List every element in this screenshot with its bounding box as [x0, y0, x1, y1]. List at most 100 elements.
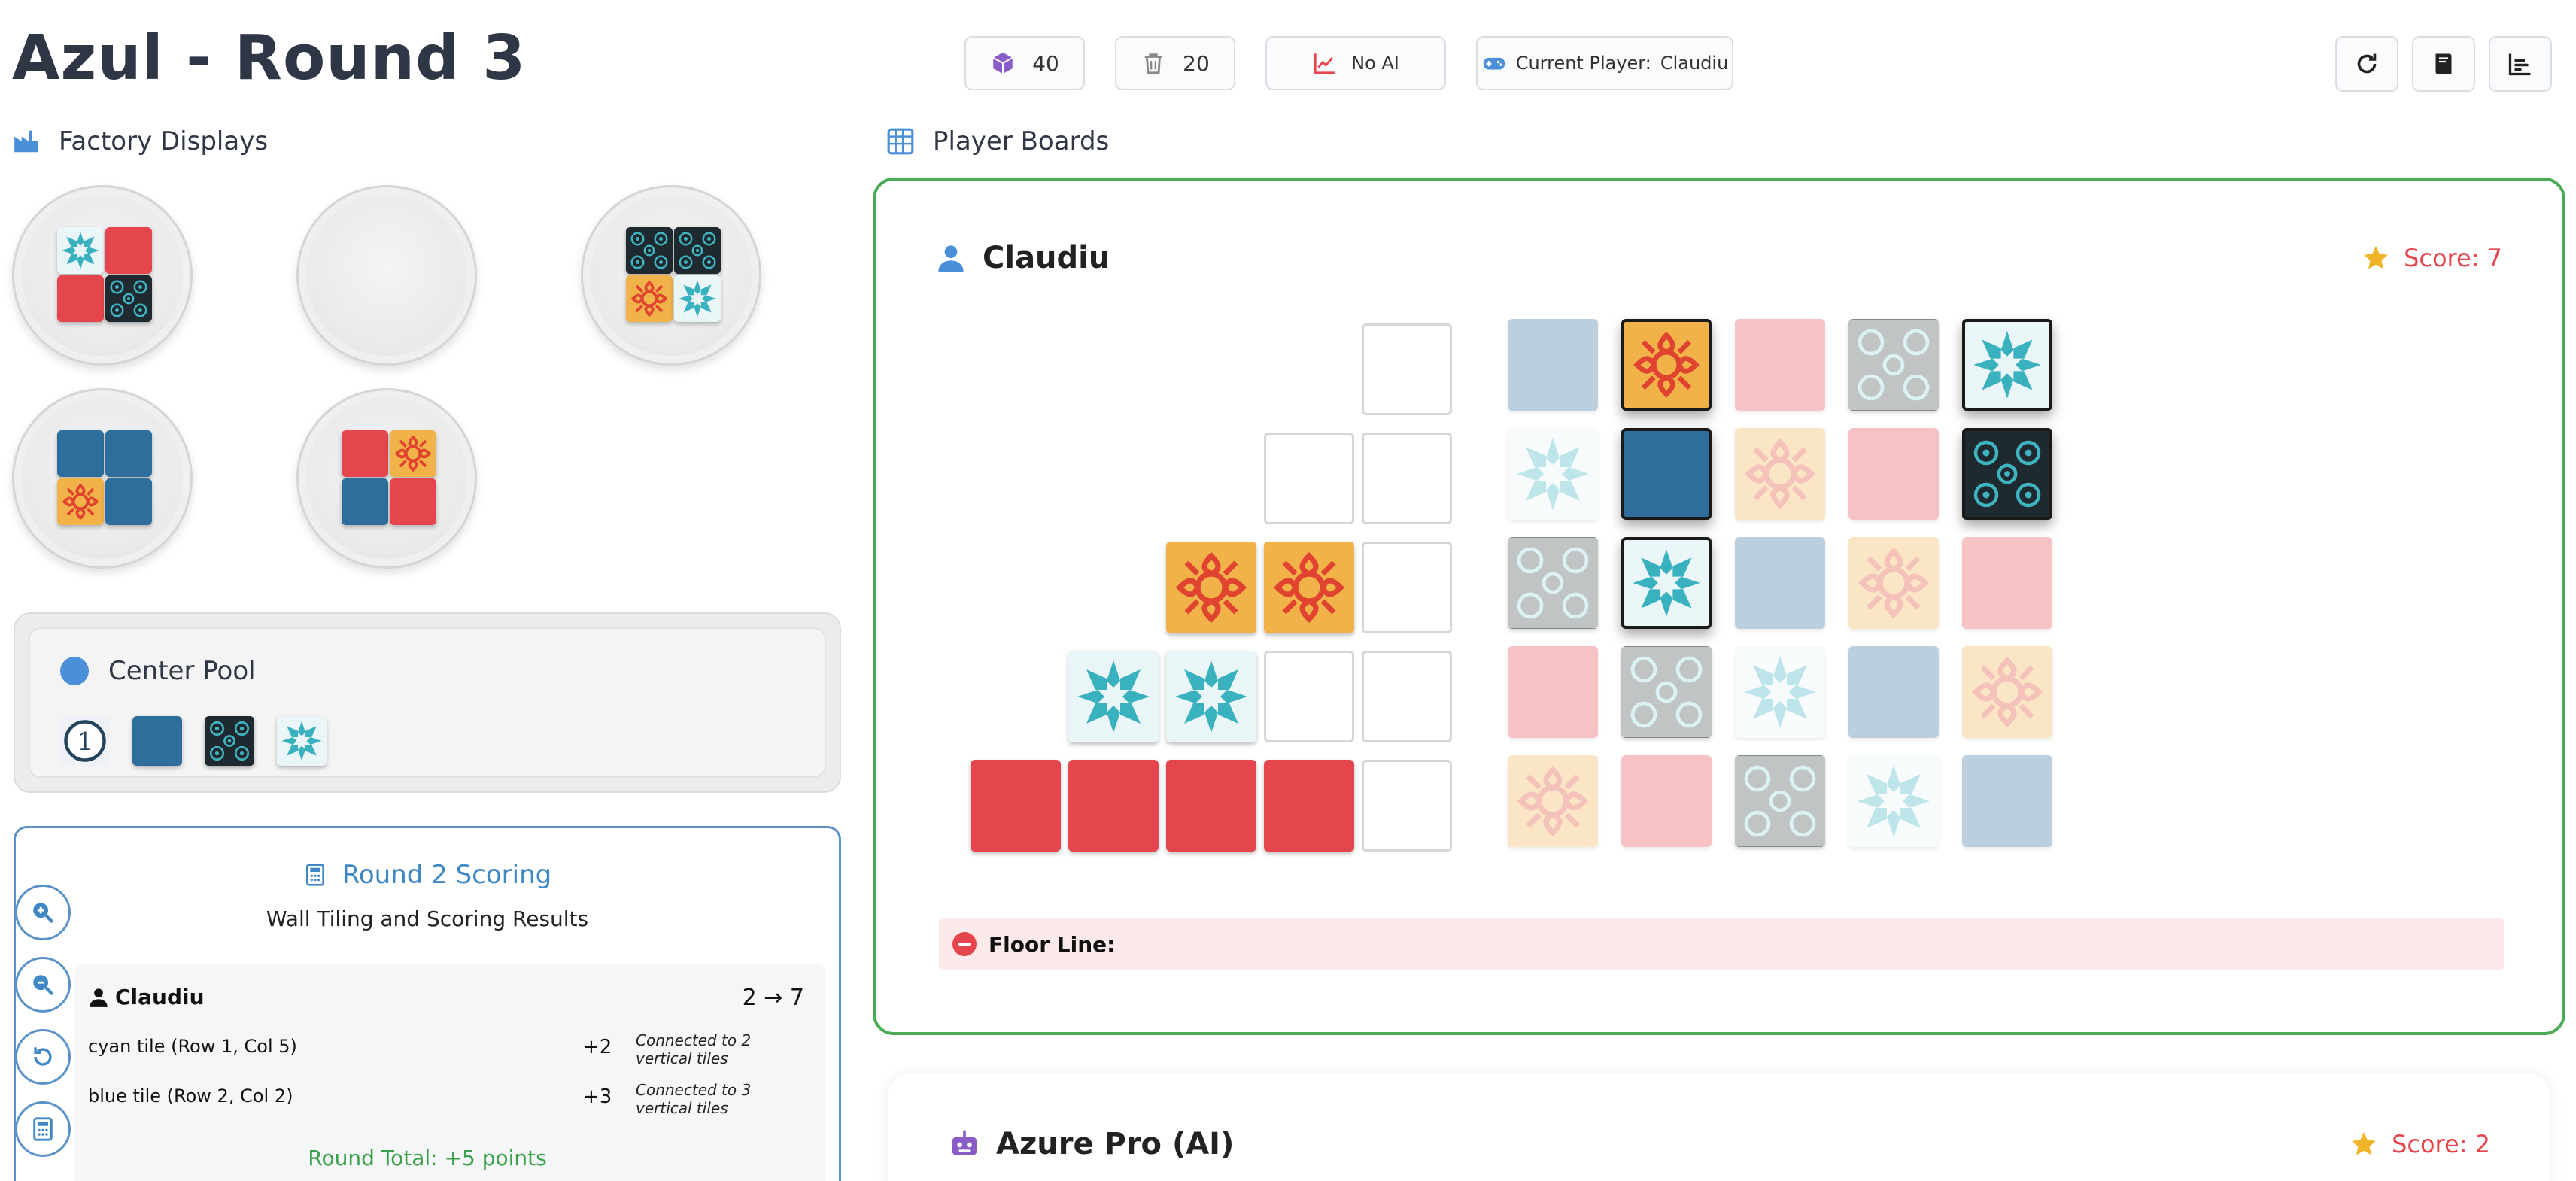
user-icon [90, 988, 108, 1007]
score-row-label: blue tile (Row 2, Col 2) [88, 1085, 293, 1107]
score-change: 2 → 7 [742, 985, 804, 1011]
pattern-line-slot[interactable] [1264, 433, 1354, 524]
scoring-toggle-button[interactable] [15, 1101, 71, 1157]
book-icon [2435, 53, 2452, 74]
pattern-line-tile[interactable] [1166, 760, 1256, 852]
cyan-tile[interactable] [57, 227, 104, 274]
factory-2[interactable] [296, 185, 477, 366]
wall-cell-red [1735, 319, 1825, 411]
pattern-line-tile[interactable] [971, 760, 1061, 852]
robot-icon [952, 1130, 977, 1155]
yellow-tile[interactable] [626, 275, 673, 322]
black-tile[interactable] [205, 716, 254, 766]
score-row-note: Connected to 2 vertical tiles [636, 1031, 752, 1067]
score-row: blue tile (Row 2, Col 2) +3 Connected to… [88, 1081, 810, 1117]
yellow-tile[interactable] [390, 430, 436, 477]
yellow-tile[interactable] [57, 478, 104, 525]
wall-cell-black [1735, 755, 1825, 847]
player-score-card: Claudiu 2 → 7 cyan tile (Row 1, Col 5) +… [74, 964, 825, 1181]
cyan-tile[interactable] [674, 275, 721, 322]
factories-heading: Factory Displays [12, 126, 268, 156]
ai-player-heading: Azure Pro (AI) [948, 1127, 1234, 1161]
pattern-line-slot[interactable] [1362, 651, 1452, 742]
discard-count-badge: 20 [1115, 36, 1235, 90]
pattern-line-slot[interactable] [1362, 760, 1452, 852]
blue-tile[interactable] [105, 478, 152, 525]
star-icon [2352, 1132, 2376, 1155]
blue-tile[interactable] [132, 716, 182, 766]
restart-button[interactable] [2335, 36, 2398, 92]
page-title: Azul - Round 3 [12, 23, 527, 94]
red-tile[interactable] [390, 478, 436, 525]
player-board-ai: Azure Pro (AI) Score: 2 [888, 1074, 2550, 1181]
center-pool-tiles: 1 [60, 716, 327, 766]
score-row: cyan tile (Row 1, Col 5) +2 Connected to… [88, 1031, 810, 1067]
center-pool: Center Pool 1 [14, 612, 841, 793]
red-tile[interactable] [57, 275, 104, 322]
wall-cell-black [1962, 428, 2052, 520]
factories-title: Factory Displays [59, 126, 269, 156]
grid-icon [887, 128, 914, 155]
pattern-line-tile[interactable] [1068, 760, 1159, 852]
pattern-line-tile[interactable] [1166, 542, 1256, 633]
wall-cell-red [1962, 537, 2052, 629]
cyan-tile[interactable] [277, 716, 327, 766]
wall-cell-red [1848, 428, 1939, 520]
wall-cell-cyan [1735, 646, 1825, 738]
pattern-line-tile[interactable] [1264, 542, 1354, 633]
user-icon [938, 245, 964, 272]
pattern-line-tile[interactable] [1068, 651, 1159, 742]
ai-mode-button[interactable]: No AI [1265, 36, 1446, 90]
black-tile[interactable] [105, 275, 152, 322]
ai-player-name: Azure Pro (AI) [996, 1127, 1235, 1161]
cube-icon [992, 52, 1013, 74]
wall-cell-blue [1621, 428, 1712, 520]
calculator-icon [33, 1117, 53, 1141]
player-name: Claudiu [983, 241, 1110, 275]
red-tile[interactable] [342, 430, 388, 477]
wall-cell-cyan [1508, 428, 1598, 520]
pattern-line-tile[interactable] [1166, 651, 1256, 742]
pattern-line-tile[interactable] [1264, 760, 1354, 852]
factory-5[interactable] [296, 388, 477, 569]
trash-icon [1144, 53, 1162, 74]
black-tile[interactable] [674, 227, 721, 274]
pattern-line-slot[interactable] [1362, 542, 1452, 633]
round-scoring-title: Round 2 Scoring [342, 860, 552, 890]
first-player-marker[interactable]: 1 [60, 716, 110, 766]
round-scoring-subtitle: Wall Tiling and Scoring Results [266, 906, 589, 931]
factory-1[interactable] [12, 185, 193, 366]
ai-mode-label: No AI [1351, 53, 1399, 74]
gamepad-icon [1483, 57, 1505, 70]
minus-circle-icon [952, 932, 977, 956]
calculator-icon [305, 864, 324, 886]
pattern-line-slot[interactable] [1362, 323, 1452, 415]
player-name-heading: Claudiu [936, 241, 1110, 275]
pattern-line-slot[interactable] [1264, 651, 1354, 742]
center-pool-heading: Center Pool [60, 656, 256, 686]
factory-4[interactable] [12, 388, 193, 569]
bag-count: 40 [1032, 50, 1059, 76]
stats-button[interactable] [2489, 36, 2552, 92]
wall-cell-cyan [1848, 755, 1939, 847]
rules-button[interactable] [2412, 36, 2475, 92]
red-tile[interactable] [105, 227, 152, 274]
blue-tile[interactable] [342, 478, 388, 525]
bar-chart-icon [2508, 53, 2531, 76]
score-row-note: Connected to 3 vertical tiles [636, 1081, 752, 1117]
player-score: Score: 7 [2362, 244, 2502, 272]
black-tile[interactable] [626, 227, 673, 274]
floor-line[interactable]: Floor Line: [939, 918, 2504, 970]
blue-tile[interactable] [57, 430, 104, 477]
center-pool-inner: Center Pool 1 [29, 627, 826, 778]
factory-icon [14, 130, 38, 153]
bag-count-badge: 40 [964, 36, 1085, 90]
factory-3[interactable] [581, 185, 761, 366]
reset-zoom-button[interactable] [15, 1029, 71, 1085]
zoom-out-button[interactable] [15, 957, 71, 1013]
pattern-line-slot[interactable] [1362, 433, 1452, 524]
blue-tile[interactable] [105, 430, 152, 477]
player-boards-title: Player Boards [933, 126, 1110, 156]
zoom-out-icon [33, 975, 54, 996]
zoom-in-button[interactable] [15, 885, 71, 940]
